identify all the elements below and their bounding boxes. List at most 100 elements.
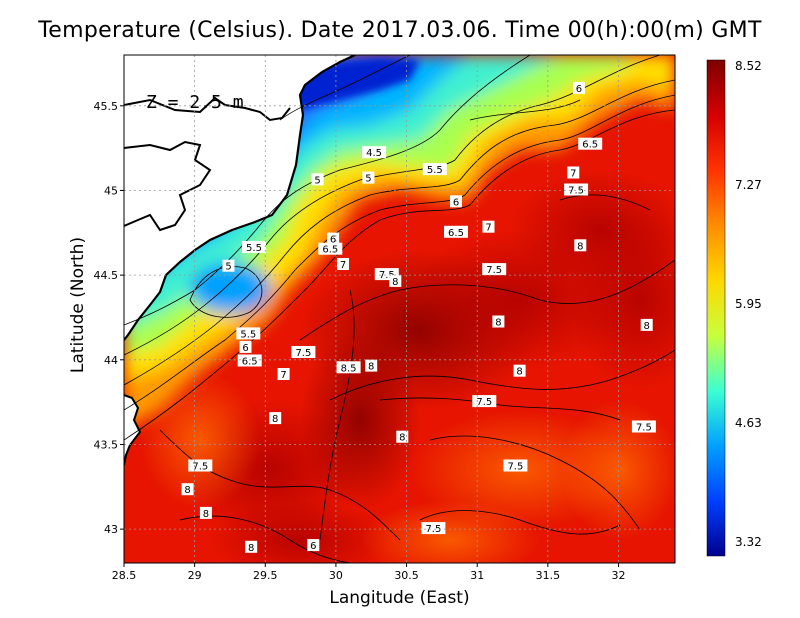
contour-label-text: 8 bbox=[644, 321, 650, 332]
contour-label-text: 8 bbox=[368, 362, 374, 373]
contour-label: 6.5 bbox=[237, 354, 262, 368]
contour-label-text: 7 bbox=[485, 223, 491, 234]
colorbar-tick-label: 5.95 bbox=[735, 297, 762, 311]
contour-label-text: 6.5 bbox=[582, 140, 598, 151]
x-tick-label: 30.5 bbox=[394, 569, 419, 582]
y-tick-label: 43.5 bbox=[94, 438, 119, 451]
map-title: Temperature (Celsius). Date 2017.03.06. … bbox=[38, 18, 762, 43]
contour-label: 5.5 bbox=[242, 241, 266, 254]
contour-label: 4.5 bbox=[362, 146, 387, 159]
contour-label-text: 7 bbox=[340, 260, 346, 271]
contour-label: 8 bbox=[513, 364, 526, 378]
contour-label: 8 bbox=[181, 483, 194, 496]
x-tick-label: 29 bbox=[188, 569, 202, 582]
contour-label: 6 bbox=[572, 81, 585, 95]
contour-label: 7.5 bbox=[482, 263, 507, 276]
colorbar: 8.52 7.27 5.95 4.63 3.32 bbox=[706, 59, 762, 557]
contour-label-text: 7.5 bbox=[486, 265, 502, 276]
contour-label: 8.5 bbox=[336, 361, 361, 374]
contour-label: 7 bbox=[482, 220, 495, 234]
depth-label: Z = 2.5 m bbox=[146, 92, 244, 113]
contour-label-text: 8 bbox=[516, 367, 522, 378]
contour-label-text: 7.5 bbox=[295, 348, 311, 359]
y-axis-ticks: 43 43.5 44 44.5 45 45.5 bbox=[94, 100, 124, 536]
contour-label-text: 7 bbox=[570, 169, 576, 180]
contour-label: 6.5 bbox=[444, 225, 468, 239]
contour-label-text: 6 bbox=[453, 197, 459, 208]
contour-label: 6 bbox=[239, 340, 252, 354]
contour-label-text: 5 bbox=[314, 175, 320, 186]
contour-label: 8 bbox=[245, 540, 258, 554]
contour-label-text: 6 bbox=[242, 343, 248, 354]
contour-label: 7.5 bbox=[503, 459, 528, 473]
contour-label: 8 bbox=[492, 315, 505, 329]
contour-label: 8 bbox=[640, 318, 653, 332]
colorbar-tick-label: 4.63 bbox=[735, 416, 762, 430]
colorbar-tick-label: 8.52 bbox=[735, 59, 762, 73]
contour-label: 7.5 bbox=[188, 459, 213, 473]
x-tick-label: 31 bbox=[470, 569, 484, 582]
x-tick-label: 30 bbox=[329, 569, 343, 582]
contour-label-text: 7.5 bbox=[379, 270, 395, 281]
grid-lines bbox=[124, 55, 675, 563]
contour-label: 7 bbox=[567, 166, 580, 180]
contour-label-text: 6.5 bbox=[448, 228, 464, 239]
contour-label-text: 8 bbox=[399, 433, 405, 444]
contour-label-text: 4.5 bbox=[366, 148, 382, 159]
contour-label: 7.5 bbox=[421, 522, 446, 535]
contour-label: 5.5 bbox=[236, 327, 261, 340]
contour-label-text: 5.5 bbox=[246, 243, 262, 254]
contour-label: 6.5 bbox=[578, 137, 603, 151]
colorbar-tick-label: 3.32 bbox=[735, 535, 762, 549]
contour-label: 8 bbox=[389, 274, 402, 288]
contour-label-text: 5.5 bbox=[240, 329, 256, 340]
contour-label: 8 bbox=[574, 239, 587, 252]
y-tick-label: 43 bbox=[104, 523, 118, 536]
contour-label: 7.5 bbox=[291, 346, 316, 359]
land-mass bbox=[124, 55, 355, 340]
contour-label-text: 8.5 bbox=[341, 363, 357, 374]
contour-label-text: 6 bbox=[576, 84, 582, 95]
contour-label: 7.5 bbox=[472, 395, 497, 408]
y-axis-label: Latitude (North) bbox=[68, 236, 88, 374]
contour-label-text: 6.5 bbox=[242, 357, 258, 368]
contour-label: 6 bbox=[450, 195, 462, 208]
contour-label-text: 8 bbox=[272, 414, 278, 425]
contour-label-text: 6 bbox=[330, 235, 336, 246]
x-tick-label: 31.5 bbox=[536, 569, 561, 582]
y-tick-label: 45 bbox=[104, 184, 118, 197]
contour-label: 7.5 bbox=[631, 420, 656, 434]
contour-label-text: 8 bbox=[203, 509, 209, 520]
contour-label-text: 6 bbox=[310, 541, 316, 552]
contour-label-text: 7 bbox=[280, 370, 286, 381]
contour-label: 7 bbox=[277, 368, 290, 381]
contour-label: 7.5 bbox=[564, 183, 589, 197]
y-tick-label: 44 bbox=[104, 354, 118, 367]
contour-label: 5 bbox=[222, 259, 235, 273]
x-tick-label: 29.5 bbox=[253, 569, 278, 582]
contour-label: 7 bbox=[337, 258, 349, 271]
contour-label: 6 bbox=[307, 539, 320, 552]
contour-label: 8 bbox=[365, 359, 378, 373]
x-axis-ticks: 28.5 29 29.5 30 30.5 31 31.5 32 bbox=[112, 563, 625, 582]
plot-frame bbox=[123, 54, 676, 564]
x-tick-label: 32 bbox=[611, 569, 625, 582]
contour-label-text: 5 bbox=[365, 174, 371, 185]
colorbar-labels: 8.52 7.27 5.95 4.63 3.32 bbox=[735, 59, 762, 549]
contour-label: 5 bbox=[362, 171, 375, 185]
x-axis-label: Langitude (East) bbox=[329, 588, 470, 608]
contour-label: 8 bbox=[199, 506, 212, 520]
contour-label-text: 7.5 bbox=[507, 462, 523, 473]
contour-label-text: 6.5 bbox=[322, 245, 338, 256]
contour-label-text: 5 bbox=[225, 262, 231, 273]
contour-label-text: 7.5 bbox=[568, 186, 584, 197]
contour-label-text: 8 bbox=[184, 485, 190, 496]
contour-label-text: 8 bbox=[248, 543, 254, 554]
colorbar-rect bbox=[706, 59, 726, 557]
contour-label: 5 bbox=[311, 173, 324, 186]
coastline bbox=[124, 55, 356, 341]
contour-label-text: 7.5 bbox=[636, 423, 652, 434]
